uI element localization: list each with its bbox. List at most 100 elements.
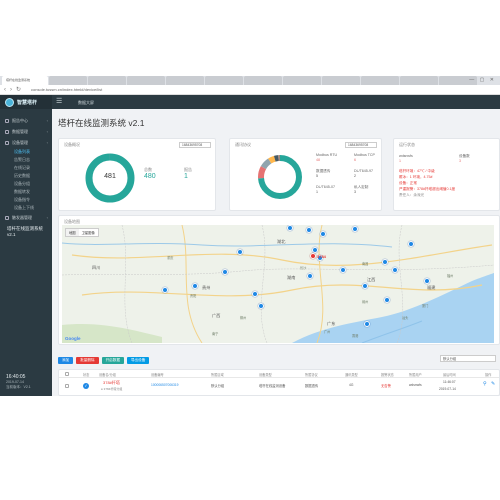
protocol-entry-name: Modbus RTU: [316, 153, 338, 157]
map-region-label: 赣州: [362, 300, 369, 304]
overview-title: 设备概况: [64, 142, 80, 147]
chevron-left-icon: ‹: [46, 140, 48, 145]
toolbar-button-3[interactable]: 开启数据: [101, 357, 124, 364]
browser-tab[interactable]: [439, 76, 477, 85]
total-label: 总数: [144, 167, 152, 172]
device-code[interactable]: 100006507006319: [151, 383, 179, 387]
sidebar-subitem[interactable]: 历史数据: [14, 173, 30, 178]
browser-tab[interactable]: 塔杆在线监测系统: [2, 76, 48, 85]
sidebar-system-title: 塔杆在线监测系统 v2.1: [7, 226, 43, 237]
table-header-cell: 报警状态: [381, 373, 394, 377]
logo[interactable]: 智慧塔杆: [0, 95, 52, 109]
table-header-cell: 所属用户: [409, 373, 422, 377]
map-pin-icon[interactable]: [340, 267, 346, 273]
protocol-donut-chart: [258, 155, 302, 199]
group-filter-select[interactable]: 默认分组: [440, 355, 496, 362]
select-all-checkbox[interactable]: [65, 372, 69, 376]
map-tab[interactable]: 地图: [66, 229, 79, 236]
browser-tab[interactable]: [205, 76, 243, 85]
protocol-title: 通讯协议: [235, 142, 251, 147]
table-header-cell: 操作: [485, 373, 492, 377]
map-region-label: 贵州: [202, 285, 211, 290]
map-title: 设备地图: [64, 219, 80, 224]
map-region-label: 广西: [212, 313, 221, 318]
sidebar-subitem[interactable]: 数据转发: [14, 189, 30, 194]
page-title: 塔杆在线监测系统 v2.1: [58, 118, 145, 128]
url-text[interactable]: console.tussm.cn/index.html#/device/list: [31, 87, 103, 92]
search-icon[interactable]: ⚲: [483, 381, 487, 387]
sidebar-subitem[interactable]: 在线记录: [14, 165, 30, 170]
map-pin-icon[interactable]: [408, 241, 414, 247]
map-pin-icon[interactable]: [287, 225, 293, 231]
browser-tab[interactable]: [244, 76, 282, 85]
sidebar-item-2[interactable]: 数据管理 ‹: [0, 126, 52, 137]
map-pin-icon[interactable]: [258, 303, 264, 309]
device-name[interactable]: 378#杆塔: [103, 380, 120, 385]
map-pin-icon[interactable]: [382, 259, 388, 265]
map-pin-alarm-icon[interactable]: [310, 253, 316, 259]
map-pin-icon[interactable]: [192, 283, 198, 289]
browser-tab[interactable]: [283, 76, 321, 85]
browser-tab[interactable]: [127, 76, 165, 85]
status-line: 塔杆环境：47℃ / 中级: [399, 169, 435, 173]
protocol-entry: 数据透传 5: [316, 169, 330, 178]
window-controls[interactable]: — ▢ ✕: [469, 77, 496, 83]
status-state-value: 3: [459, 158, 461, 163]
protocol-donut-segment-1: [258, 155, 302, 199]
map-pin-icon[interactable]: [252, 291, 258, 297]
sidebar-subitem[interactable]: 告警日志: [14, 157, 30, 162]
sidebar-item-3[interactable]: 设备管理 ‹: [0, 137, 52, 148]
reload-icon[interactable]: ↻: [16, 86, 22, 93]
map-pin-icon[interactable]: [222, 269, 228, 275]
toolbar-button-2[interactable]: 批量删除: [76, 357, 99, 364]
map-pin-icon[interactable]: [424, 278, 430, 284]
status-card: 运行状态 wdsnwfs 1 设备数 3 塔杆环境：47℃ / 中级 覆冰：1 环…: [393, 138, 500, 211]
map-pin-icon[interactable]: [162, 287, 168, 293]
map-pin-icon[interactable]: [306, 227, 312, 233]
browser-tab[interactable]: [361, 76, 399, 85]
device-comm: 4G: [349, 383, 354, 387]
map-pin-icon[interactable]: [317, 255, 323, 261]
map-pin-icon[interactable]: [352, 226, 358, 232]
chevron-left-icon: ‹: [46, 129, 48, 134]
sidebar-item-trigger[interactable]: 触发器管理 ‹: [0, 212, 52, 223]
toolbar-button-1[interactable]: 添加: [58, 357, 74, 364]
map-pin-icon[interactable]: [362, 283, 368, 289]
edit-icon[interactable]: ✎: [491, 381, 496, 387]
map-pin-icon[interactable]: [320, 231, 326, 237]
sidebar-subitem[interactable]: 设备列表: [14, 149, 30, 154]
map-tab[interactable]: 卫星图像: [81, 231, 95, 235]
address-bar[interactable]: ‹ › ↻ console.tussm.cn/index.html#/devic…: [0, 85, 500, 95]
sidebar-subitem[interactable]: 设备分组: [14, 181, 30, 186]
map-pin-icon[interactable]: [384, 297, 390, 303]
map-pin-icon[interactable]: [307, 273, 313, 279]
browser-tab[interactable]: [49, 76, 87, 85]
protocol-select[interactable]: 16843695708: [345, 142, 377, 148]
toolbar-button-4[interactable]: 导出设备: [126, 357, 150, 364]
sidebar-footer: 16:40:05 2019-07-14 当前版本：V2.1: [6, 375, 31, 390]
forward-icon[interactable]: ›: [10, 86, 12, 93]
data-screen-link[interactable]: 数据大屏: [78, 100, 94, 105]
map-pin-icon[interactable]: [364, 321, 370, 327]
row-checkbox[interactable]: [65, 384, 69, 388]
protocol-entry-value: 6: [354, 157, 356, 162]
sidebar-subitem[interactable]: 设备指令: [14, 197, 30, 202]
sidebar-item-1[interactable]: 报告中心 ‹: [0, 115, 52, 126]
map-region-label: 江西: [367, 277, 376, 282]
table-header-cell: 通讯类型: [345, 373, 358, 377]
browser-tab[interactable]: [88, 76, 126, 85]
menu-toggle-icon[interactable]: ☰: [56, 98, 63, 105]
map-pin-icon[interactable]: [392, 267, 398, 273]
overview-select[interactable]: 16843695708: [179, 142, 211, 148]
map-pin-icon[interactable]: [312, 247, 318, 253]
map-pin-icon[interactable]: [237, 249, 243, 255]
browser-tab[interactable]: [322, 76, 360, 85]
sidebar-subitem[interactable]: 设备上下线: [14, 205, 34, 210]
protocol-entry: Modbus RTU 48: [316, 153, 337, 162]
browser-tab[interactable]: [400, 76, 438, 85]
table-row[interactable]: ✓ 378#杆塔 ● 3784杆塔分组 100006507006319 默认分组 塔杆在线…: [59, 379, 499, 396]
back-icon[interactable]: ‹: [4, 86, 6, 93]
browser-tab[interactable]: [166, 76, 204, 85]
